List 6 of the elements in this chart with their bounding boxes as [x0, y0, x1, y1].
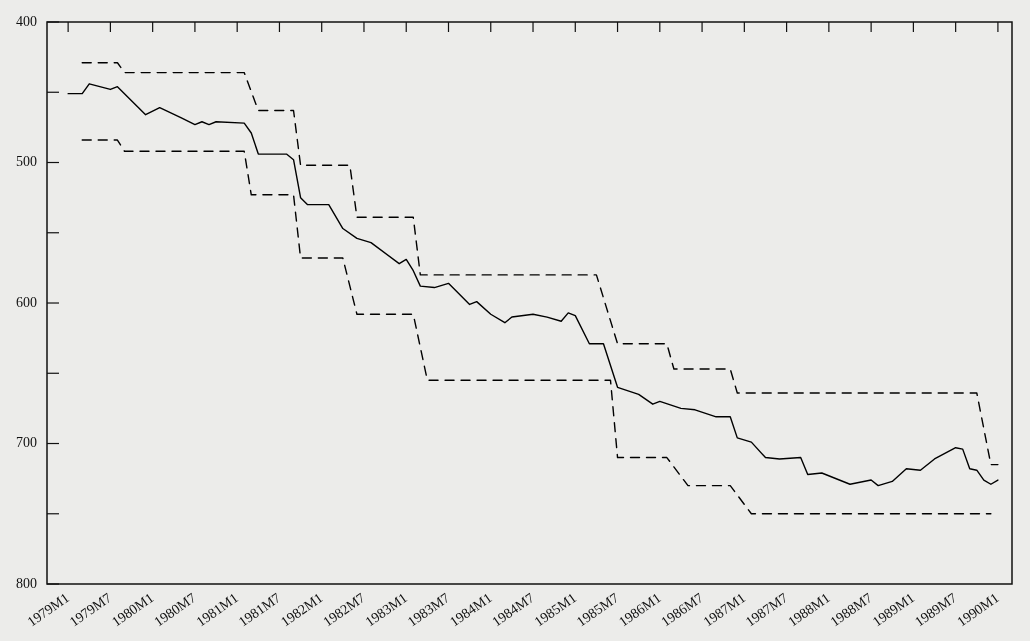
- y-tick-label: 400: [16, 13, 37, 29]
- y-tick-label: 500: [16, 154, 37, 170]
- line-series: [81, 139, 992, 515]
- y-tick-label: 800: [16, 575, 37, 591]
- y-tick-label: 600: [16, 294, 37, 310]
- y-tick-label: 700: [16, 435, 37, 451]
